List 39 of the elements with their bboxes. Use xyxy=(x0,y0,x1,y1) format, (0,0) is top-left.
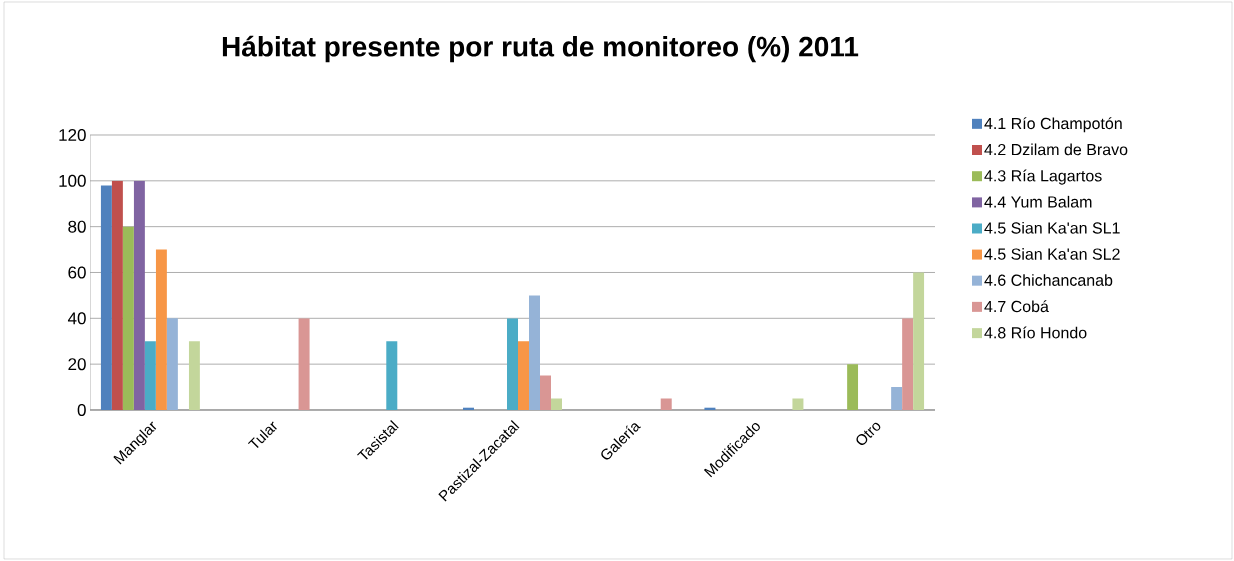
bar xyxy=(122,226,134,410)
bar xyxy=(551,398,563,410)
bar xyxy=(133,180,145,410)
legend-label: 4.6 Chichancanab xyxy=(984,274,1113,286)
legend-label: 4.8 Río Hondo xyxy=(984,326,1087,339)
bar xyxy=(144,341,156,410)
bar xyxy=(100,185,112,410)
y-tick-label: 120 xyxy=(59,128,86,142)
bar xyxy=(166,318,178,410)
bar xyxy=(111,180,123,410)
bar xyxy=(660,398,672,410)
y-tick-label: 80 xyxy=(68,220,86,233)
bar xyxy=(913,272,925,410)
legend-label: 4.7 Cobá xyxy=(984,300,1049,313)
chart-title: Hábitat presente por ruta de monitoreo (%) 2011 xyxy=(222,35,859,63)
bar xyxy=(155,249,167,410)
legend-label: 4.1 Río Champotón xyxy=(984,117,1122,133)
bar xyxy=(188,341,200,410)
bar xyxy=(847,364,859,410)
bar xyxy=(891,387,903,410)
bar xyxy=(298,318,310,410)
legend-label: 4.5 Sian Ka'an SL2 xyxy=(984,248,1120,260)
y-tick-label: 0 xyxy=(77,403,86,417)
y-tick-label: 100 xyxy=(59,174,86,187)
bar xyxy=(518,341,530,410)
bar xyxy=(507,318,519,410)
y-tick-label: 20 xyxy=(68,358,86,371)
legend-label: 4.2 Dzilam de Bravo xyxy=(984,143,1128,156)
y-tick-label: 60 xyxy=(68,266,86,279)
legend-label: 4.5 Sian Ka'an SL1 xyxy=(984,221,1120,234)
bar xyxy=(902,318,914,410)
legend-label: 4.4 Yum Balam xyxy=(984,195,1092,208)
y-tick-label: 40 xyxy=(67,312,86,325)
legend-label: 4.3 Ría Lagartos xyxy=(984,169,1102,185)
bar xyxy=(386,341,398,410)
x-tick-label: Otro xyxy=(856,422,881,445)
bar xyxy=(529,295,541,410)
bar xyxy=(540,375,552,410)
bar xyxy=(792,398,804,410)
